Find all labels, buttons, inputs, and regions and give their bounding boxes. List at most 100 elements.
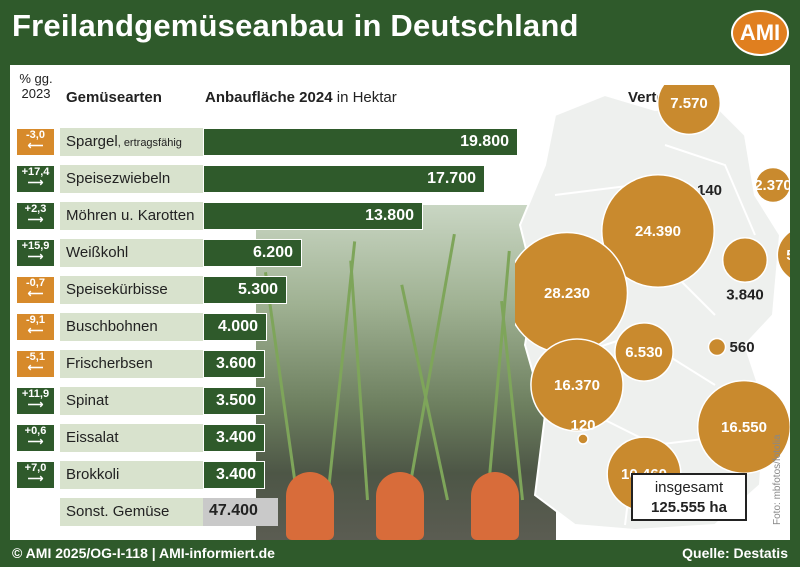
region-value-label: 28.230: [544, 285, 590, 302]
bar: 3.600: [203, 350, 265, 378]
germany-map: 7.570 140 2.370 24.390 5.920 3.840 28.230 6.530…: [515, 85, 790, 532]
category-label: Weißkohl: [60, 239, 203, 267]
change-value: -5,1: [26, 351, 45, 363]
sorts-header: Gemüsearten: [66, 89, 162, 106]
change-badge: -0,7 ⟵: [16, 276, 55, 304]
arrow-left-icon: ⟵: [27, 140, 44, 152]
region-bubble: [754, 166, 790, 204]
bar-value-label: 4.000: [217, 318, 258, 335]
region-bubble: [614, 322, 674, 382]
arrow-right-icon: ⟶: [27, 251, 44, 263]
region-value-label: 16.370: [554, 377, 600, 394]
change-badge: +7,0 ⟶: [16, 461, 55, 489]
bar: 19.800: [203, 128, 518, 156]
area-header-rest: in Hektar: [332, 89, 397, 106]
arrow-right-icon: ⟶: [27, 399, 44, 411]
change-badge: -3,0 ⟵: [16, 128, 55, 156]
change-value: +7,0: [24, 462, 47, 474]
change-value: -3,0: [26, 129, 45, 141]
bar-value-label: 47.400: [209, 502, 258, 519]
arrow-right-icon: ⟶: [27, 214, 44, 226]
category-label: Spinat: [60, 387, 203, 415]
area-header-bold: Anbaufläche 2024: [205, 89, 333, 106]
region-value-label: 3.840: [726, 286, 764, 303]
region-bubble: [707, 337, 727, 357]
category-label: Eissalat: [60, 424, 203, 452]
bar-value-label: 3.400: [215, 466, 256, 483]
category-label: Frischerbsen: [60, 350, 203, 378]
photo-credit: Foto: mbfotos/fotolia: [772, 434, 783, 525]
arrow-right-icon: ⟶: [27, 177, 44, 189]
total-box: insgesamt 125.555 ha: [631, 473, 747, 521]
category-label: Spargel, ertragsfähig: [60, 128, 203, 156]
region-value-label: 24.390: [635, 223, 681, 240]
bar: 17.700: [203, 165, 485, 193]
category-label: Sonst. Gemüse: [60, 498, 203, 526]
footer-source-right: Quelle: Destatis: [682, 545, 788, 561]
category-label: Brokkoli: [60, 461, 203, 489]
change-badge: +2,3 ⟶: [16, 202, 55, 230]
bar-value-label: 5.300: [237, 281, 278, 298]
arrow-left-icon: ⟵: [27, 325, 44, 337]
change-value: +15,9: [21, 240, 50, 252]
change-value: +2,3: [24, 203, 47, 215]
region-value-label: 560: [730, 339, 755, 356]
region-border: [664, 144, 756, 236]
change-value: +0,6: [24, 425, 47, 437]
arrow-left-icon: ⟵: [27, 288, 44, 300]
bar-value-label: 3.400: [215, 429, 256, 446]
bar: 3.400: [203, 424, 265, 452]
total-value: 125.555 ha: [651, 499, 727, 516]
category-label: Speisezwiebeln: [60, 165, 203, 193]
page-title: Freilandgemüseanbau in Deutschland: [12, 8, 579, 43]
arrow-right-icon: ⟶: [27, 473, 44, 485]
bar: 3.400: [203, 461, 265, 489]
bar: 4.000: [203, 313, 267, 341]
region-bubble: [776, 230, 790, 280]
change-value: -0,7: [26, 277, 45, 289]
carrot-photo: [256, 205, 556, 540]
change-value: -9,1: [26, 314, 45, 326]
region-bubble: [577, 433, 589, 445]
region-bubble: [656, 85, 722, 136]
arrow-left-icon: ⟵: [27, 362, 44, 374]
region-value-label: 2.370: [754, 177, 790, 194]
region-bubble: [721, 236, 769, 284]
change-badge: -9,1 ⟵: [16, 313, 55, 341]
bar-value-label: 3.600: [215, 355, 256, 372]
region-value-label: 140: [697, 182, 722, 199]
region-value-label: 6.530: [625, 344, 663, 361]
arrow-right-icon: ⟶: [27, 436, 44, 448]
region-value-label: 120: [570, 417, 595, 434]
bar: 47.400: [203, 498, 278, 526]
region-bubble: [530, 338, 624, 432]
change-value: +11,9: [21, 388, 50, 400]
bar-value-label: 17.700: [427, 170, 476, 187]
bar: 5.300: [203, 276, 287, 304]
region-value-label: 7.570: [670, 95, 708, 112]
content-panel: % gg. 2023 Gemüsearten Anbaufläche 2024 …: [10, 65, 790, 540]
pct-header: % gg. 2023: [19, 71, 53, 101]
category-note: , ertragsfähig: [117, 137, 182, 149]
change-badge: +0,6 ⟶: [16, 424, 55, 452]
category-label: Buschbohnen: [60, 313, 203, 341]
total-label: insgesamt: [654, 479, 724, 496]
bar: 13.800: [203, 202, 423, 230]
category-label: Speisekürbisse: [60, 276, 203, 304]
change-badge: +11,9 ⟶: [16, 387, 55, 415]
category-label: Möhren u. Karotten: [60, 202, 203, 230]
bar: 6.200: [203, 239, 302, 267]
bar-value-label: 3.500: [215, 392, 256, 409]
region-value-label: 16.550: [721, 419, 767, 436]
change-badge: +15,9 ⟶: [16, 239, 55, 267]
region-bubble: [601, 174, 715, 288]
change-badge: +17,4 ⟶: [16, 165, 55, 193]
area-header: Anbaufläche 2024 in Hektar: [205, 89, 397, 106]
ami-logo: AMI: [731, 10, 789, 56]
bar-value-label: 19.800: [460, 133, 509, 150]
region-value-label: 5.920: [786, 247, 790, 264]
bar: 3.500: [203, 387, 265, 415]
bar-value-label: 6.200: [252, 244, 293, 261]
footer-source-left: © AMI 2025/OG-I-118 | AMI-informiert.de: [12, 545, 275, 561]
